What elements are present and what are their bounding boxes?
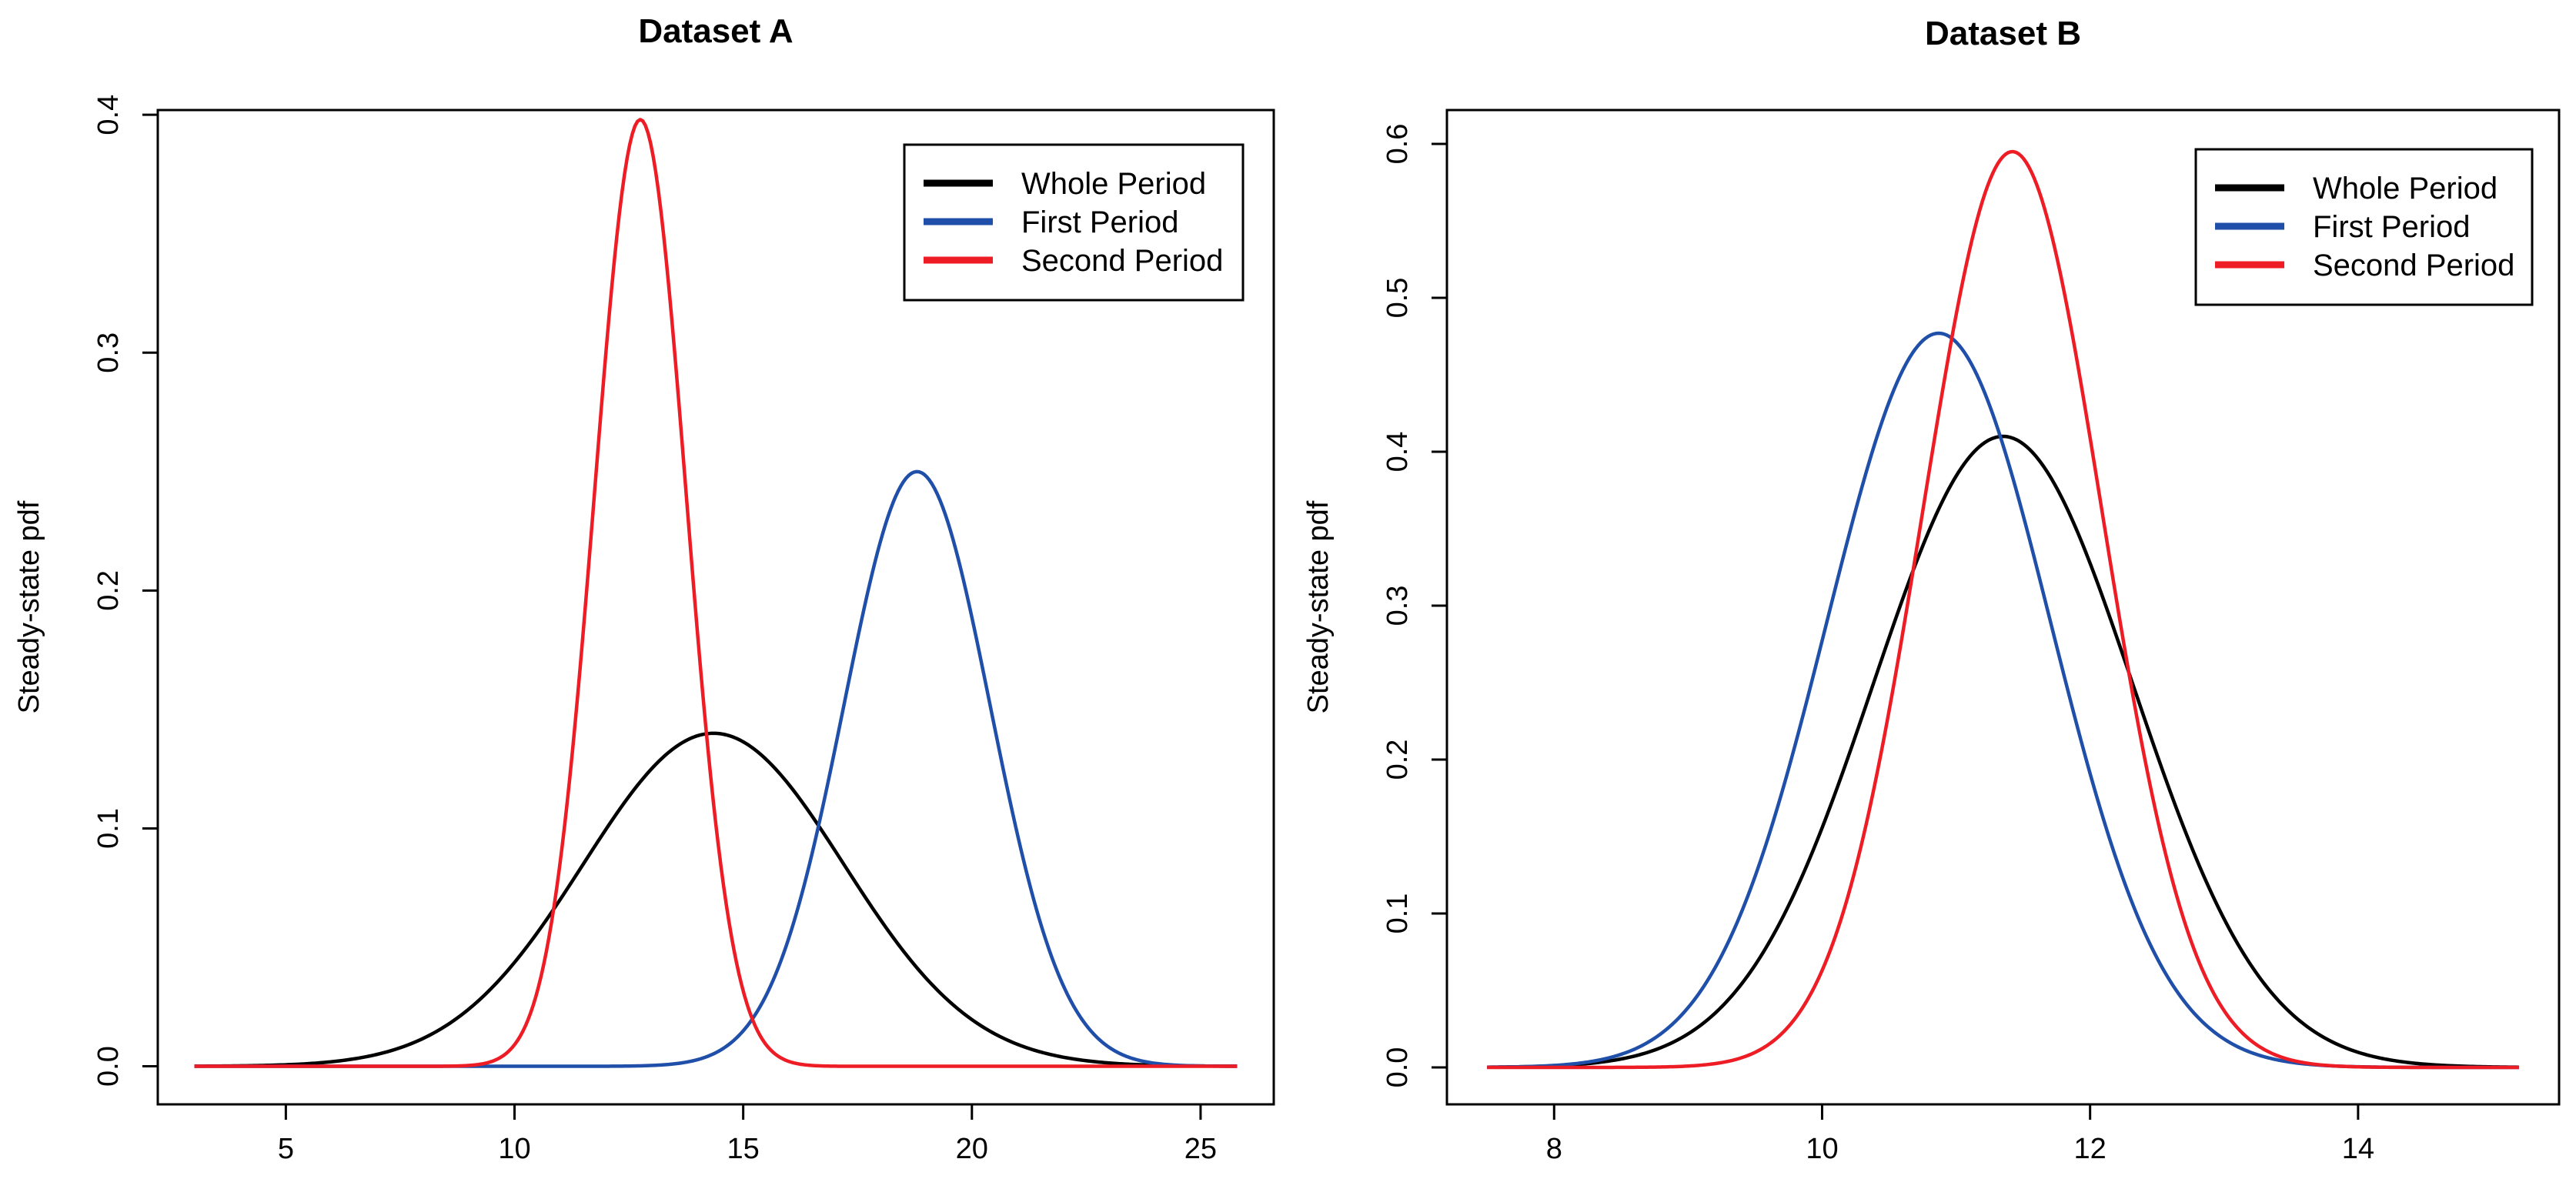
y-tick-label: 0.5 [1382,278,1414,319]
series-layer [1487,149,2519,1070]
x-tick-label: 15 [727,1133,760,1165]
x-tick-label: 10 [1806,1133,1838,1165]
legend-label: Whole Period [1021,167,1206,201]
x-axis: 8 10 12 14 [1546,1104,2374,1165]
y-axis-label: Steady-state pdf [13,500,45,713]
series-line-whole-period [194,731,1238,1068]
legend-label: Second Period [1021,244,1223,278]
y-tick-label: 0.3 [92,332,125,373]
y-tick-label: 0.1 [92,808,125,849]
series-line-whole-period [1487,434,2519,1069]
chart-dataset-b: Dataset B Steady-state pdf 0.00.10.20.30… [1302,15,2561,1165]
x-axis: 5 10 15 20 25 [278,1104,1217,1165]
series-line-second-period [1487,149,2519,1070]
legend-label: First Period [1021,205,1179,239]
y-tick-label: 0.0 [1382,1047,1414,1088]
y-tick-label: 0.2 [1382,740,1414,780]
y-tick-label: 0.1 [1382,893,1414,934]
y-tick-label: 0.6 [1382,124,1414,165]
y-tick-label: 0.0 [92,1046,125,1087]
chart-dataset-a: Dataset A Steady-state pdf 0.00.10.20.30… [13,12,1275,1165]
chart-title: Dataset B [1925,15,2081,52]
legend: Whole Period First Period Second Period [903,143,1245,302]
x-tick-label: 5 [278,1133,294,1165]
chart-title: Dataset A [638,12,793,50]
x-tick-label: 10 [498,1133,530,1165]
series-line-first-period [1487,331,2519,1070]
x-tick-label: 12 [2074,1133,2107,1165]
x-tick-label: 20 [956,1133,988,1165]
y-tick-label: 0.2 [92,570,125,611]
y-tick-label: 0.4 [92,95,125,135]
series-layer [194,118,1238,1068]
x-tick-label: 25 [1184,1133,1217,1165]
x-tick-label: 14 [2342,1133,2374,1165]
y-axis-label: Steady-state pdf [1302,500,1335,713]
y-tick-label: 0.3 [1382,586,1414,626]
y-axis: 0.0 0.1 0.2 0.3 0.4 0.5 0.6 [1382,124,1447,1088]
plot-frame [156,109,1275,1106]
series-line-first-period [194,469,1238,1068]
plot-frame [1445,109,2561,1106]
legend-label: Second Period [2313,249,2514,282]
y-axis: 0.0 0.1 0.2 0.3 0.4 [92,95,158,1087]
y-tick-label: 0.4 [1382,432,1414,473]
series-line-second-period [194,118,1238,1068]
legend-label: Whole Period [2313,172,2497,205]
legend: Whole Period First Period Second Period [2194,148,2534,306]
legend-label: First Period [2313,210,2471,244]
x-tick-label: 8 [1546,1133,1562,1165]
